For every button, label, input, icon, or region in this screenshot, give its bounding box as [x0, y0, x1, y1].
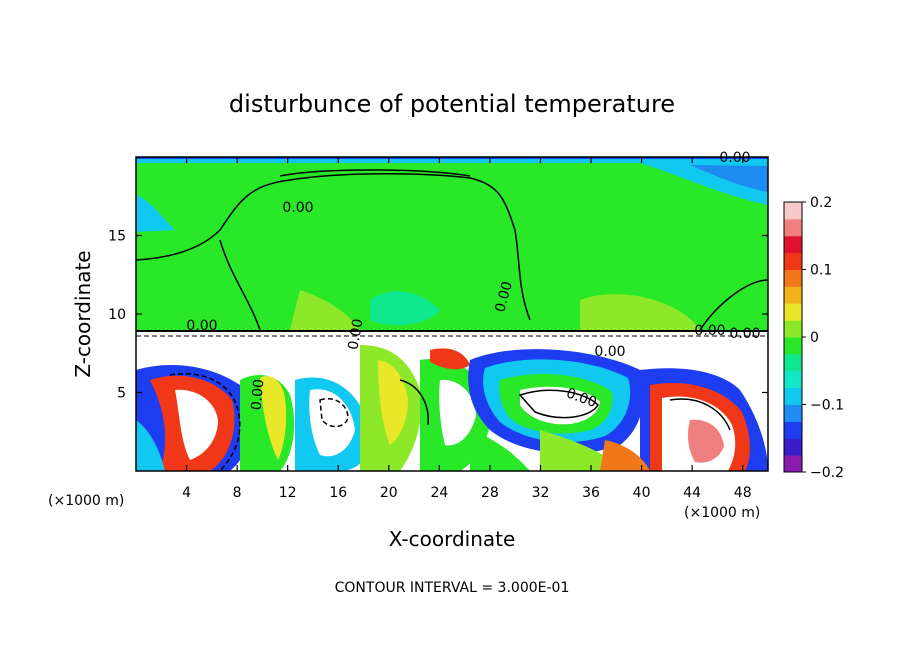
- y-axis-label: Z-coordinate: [71, 250, 95, 377]
- contour-label: 0.00: [492, 280, 516, 314]
- colorbar-segment: [784, 455, 802, 473]
- colorbar-segment: [784, 421, 802, 439]
- contour-label: 0.00: [249, 378, 268, 410]
- colorbar-segment: [784, 404, 802, 422]
- colorbar-segment: [784, 387, 802, 405]
- colorbar-segment: [784, 353, 802, 372]
- chart-title: disturbunce of potential temperature: [229, 90, 675, 118]
- y-tick-label: 5: [117, 386, 126, 402]
- x-tick-label: 44: [683, 485, 701, 501]
- x-tick-label: 32: [532, 485, 550, 501]
- y-ticks: 5 10 15: [108, 229, 768, 402]
- colorbar-segment: [784, 252, 802, 270]
- contour-lines: [136, 169, 768, 471]
- colorbar-tick-label: −0.2: [810, 465, 844, 481]
- contour-label: 0.00: [282, 200, 313, 216]
- contour-label: 0.00: [345, 318, 366, 351]
- x-tick-label: 48: [734, 485, 752, 501]
- upper-light-patch-2: [580, 294, 700, 330]
- colorbar-segment: [784, 370, 802, 389]
- x-tick-label: 24: [430, 485, 448, 501]
- colorbar-segment: [784, 438, 802, 456]
- x-tick-label: 36: [582, 485, 600, 501]
- contour-label: 0.00: [186, 318, 217, 334]
- contour-interval-note: CONTOUR INTERVAL = 3.000E-01: [335, 580, 570, 596]
- x-tick-label: 4: [182, 485, 191, 501]
- colorbar-segment: [784, 303, 802, 321]
- colorbar-segment: [784, 218, 802, 237]
- x-tick-label: 20: [380, 485, 398, 501]
- top-band-dark: [136, 157, 768, 159]
- colorbar-tick-label: 0.2: [810, 195, 832, 211]
- colorbar-tick-label: −0.1: [810, 398, 844, 414]
- x-tick-label: 16: [329, 485, 347, 501]
- colorbar-segment: [784, 320, 802, 338]
- x-ticks: 4 8 12 16 20 24 28 32 36 40 44 48: [182, 157, 752, 501]
- colorbar-tick-label: 0: [810, 330, 819, 346]
- left-edge-patch: [136, 195, 175, 232]
- contour-label: 0.00: [594, 344, 625, 360]
- colorbar-segment: [784, 202, 802, 220]
- contour-label: 0.00: [694, 323, 725, 339]
- contour-label: 0.00: [729, 326, 760, 342]
- x-tick-label: 28: [481, 485, 499, 501]
- upper-cyan-patch: [370, 291, 440, 326]
- plot-area: [136, 157, 768, 471]
- x-unit-label-left: (×1000 m): [48, 493, 124, 509]
- upper-light-patch-1: [290, 290, 360, 330]
- colorbar-tick-label: 0.1: [810, 263, 832, 279]
- colorbar-segment: [784, 269, 802, 287]
- x-unit-label-right: (×1000 m): [684, 505, 760, 521]
- colorbar-segment: [784, 286, 802, 304]
- top-right-patch-dark: [690, 165, 768, 192]
- colorbar-segment: [784, 337, 802, 355]
- x-axis-label: X-coordinate: [389, 527, 516, 551]
- upper-field: [136, 157, 768, 332]
- inversion-band: [136, 330, 768, 340]
- contour-label: 0.00: [719, 150, 750, 166]
- y-tick-label: 15: [108, 229, 126, 245]
- x-tick-label: 40: [633, 485, 651, 501]
- x-tick-label: 12: [279, 485, 297, 501]
- top-band: [136, 157, 768, 163]
- x-tick-label: 8: [233, 485, 242, 501]
- colorbar: 0.2 0.1 0 −0.1 −0.2: [783, 195, 844, 481]
- y-tick-label: 10: [108, 307, 126, 323]
- colorbar-segment: [784, 235, 802, 254]
